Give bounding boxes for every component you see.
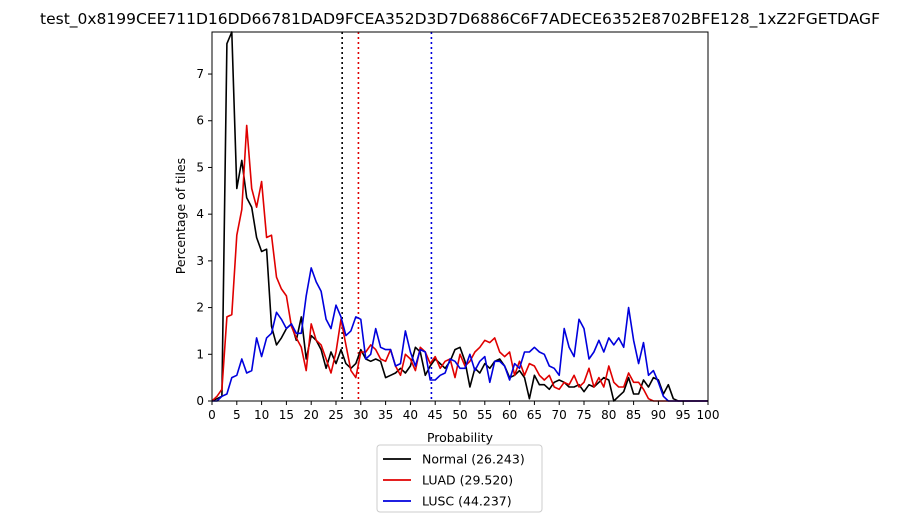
legend-label-0: Normal (26.243)	[422, 452, 525, 467]
x-tick-label: 90	[651, 408, 666, 422]
legend: Normal (26.243) LUAD (29.520) LUSC (44.237…	[376, 444, 543, 513]
x-tick-label: 20	[304, 408, 319, 422]
x-tick-label: 100	[697, 408, 720, 422]
y-tick-label: 6	[196, 114, 204, 128]
series-line-1	[211, 124, 708, 402]
y-tick-label: 1	[196, 347, 204, 361]
legend-label-1: LUAD (29.520)	[422, 473, 513, 488]
x-tick-label: 80	[601, 408, 616, 422]
chart-title: test_0x8199CEE711D16DD66781DAD9FCEA352D3…	[40, 10, 880, 29]
x-tick-label: 45	[428, 408, 443, 422]
x-tick-label: 50	[452, 408, 467, 422]
x-tick-label: 75	[576, 408, 591, 422]
x-tick-label: 70	[552, 408, 567, 422]
y-tick-label: 0	[196, 394, 204, 408]
series-line-0	[211, 31, 708, 402]
legend-frame	[376, 444, 543, 513]
y-axis: 0 1 2 3 4 5 6 7	[196, 67, 212, 408]
series-lines	[211, 31, 708, 402]
x-tick-label: 40	[403, 408, 418, 422]
x-tick-label: 10	[254, 408, 269, 422]
plot-frame	[211, 31, 709, 402]
y-tick-label: 5	[196, 160, 204, 174]
y-tick-label: 2	[196, 301, 204, 315]
y-tick-label: 3	[196, 254, 204, 268]
x-tick-label: 60	[502, 408, 517, 422]
y-tick-label: 4	[196, 207, 204, 221]
x-tick-label: 35	[378, 408, 393, 422]
x-tick-label: 15	[279, 408, 294, 422]
legend-label-2: LUSC (44.237)	[422, 494, 512, 509]
x-tick-label: 0	[208, 408, 216, 422]
x-axis: 0 5 10 15 20 25 30 35 40 45 50 55 60 65 70 75 80 85 90 95 10…	[208, 401, 719, 422]
y-axis-label: Percentage of tiles	[173, 158, 188, 274]
plot-area	[211, 31, 709, 402]
x-tick-label: 30	[353, 408, 368, 422]
series-line-2	[212, 267, 708, 402]
x-tick-label: 95	[676, 408, 691, 422]
y-tick-label: 7	[196, 67, 204, 81]
x-tick-label: 25	[328, 408, 343, 422]
reference-lines	[341, 32, 433, 401]
x-tick-label: 55	[477, 408, 492, 422]
x-tick-label: 5	[233, 408, 241, 422]
x-axis-label: Probability	[427, 430, 494, 445]
x-tick-label: 65	[527, 408, 542, 422]
x-tick-label: 85	[626, 408, 641, 422]
